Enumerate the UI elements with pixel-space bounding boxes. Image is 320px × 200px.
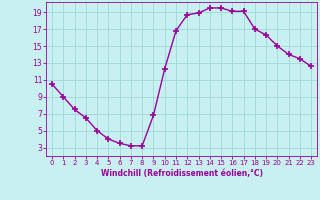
X-axis label: Windchill (Refroidissement éolien,°C): Windchill (Refroidissement éolien,°C)	[100, 169, 263, 178]
